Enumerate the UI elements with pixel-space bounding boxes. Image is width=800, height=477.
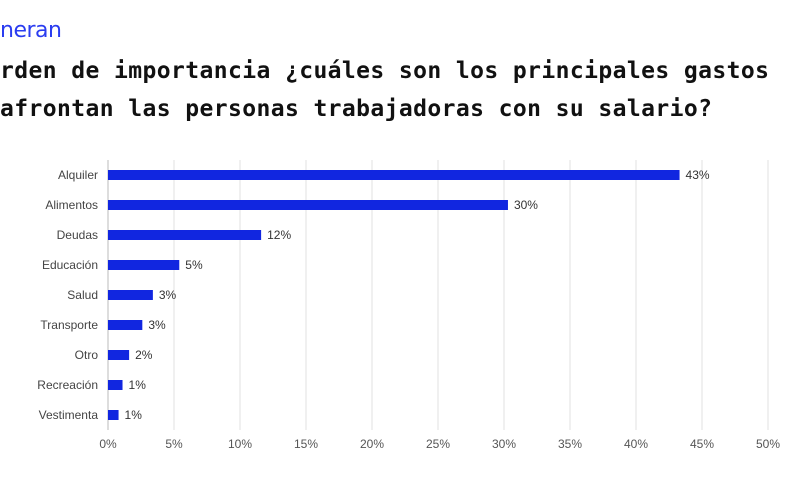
x-tick-label: 45% <box>690 437 714 451</box>
data-label: 3% <box>159 288 177 302</box>
x-tick-label: 10% <box>228 437 252 451</box>
data-label: 12% <box>267 228 291 242</box>
data-label: 30% <box>514 198 538 212</box>
bar <box>108 230 262 240</box>
x-tick-label: 15% <box>294 437 318 451</box>
category-label: Alquiler <box>58 168 98 182</box>
bar <box>108 410 119 420</box>
category-label: Alimentos <box>45 198 98 212</box>
bar <box>108 290 153 300</box>
data-label: 1% <box>125 408 143 422</box>
bar <box>108 260 180 270</box>
x-tick-label: 40% <box>624 437 648 451</box>
x-tick-label: 30% <box>492 437 516 451</box>
data-label: 2% <box>135 348 153 362</box>
brand-logo: neran <box>0 18 62 43</box>
bar <box>108 380 123 390</box>
category-label: Salud <box>67 288 98 302</box>
bar <box>108 170 680 180</box>
category-label: Transporte <box>40 318 98 332</box>
x-tick-label: 35% <box>558 437 582 451</box>
x-tick-label: 25% <box>426 437 450 451</box>
data-label: 5% <box>185 258 203 272</box>
category-label: Educación <box>42 258 98 272</box>
bar <box>108 200 508 210</box>
bar <box>108 320 143 330</box>
x-tick-label: 0% <box>99 437 117 451</box>
category-label: Deudas <box>57 228 98 242</box>
category-label: Otro <box>75 348 99 362</box>
title-line-2: afrontan las personas trabajadoras con s… <box>0 96 713 122</box>
bar <box>108 350 130 360</box>
x-tick-label: 50% <box>756 437 780 451</box>
data-label: 43% <box>686 168 710 182</box>
data-label: 3% <box>148 318 166 332</box>
x-tick-label: 5% <box>165 437 183 451</box>
x-tick-label: 20% <box>360 437 384 451</box>
page-title: rden de importancia ¿cuáles son los prin… <box>0 52 800 128</box>
title-line-1: rden de importancia ¿cuáles son los prin… <box>0 58 770 84</box>
data-label: 1% <box>129 378 147 392</box>
category-label: Vestimenta <box>39 408 99 422</box>
category-label: Recreación <box>37 378 98 392</box>
